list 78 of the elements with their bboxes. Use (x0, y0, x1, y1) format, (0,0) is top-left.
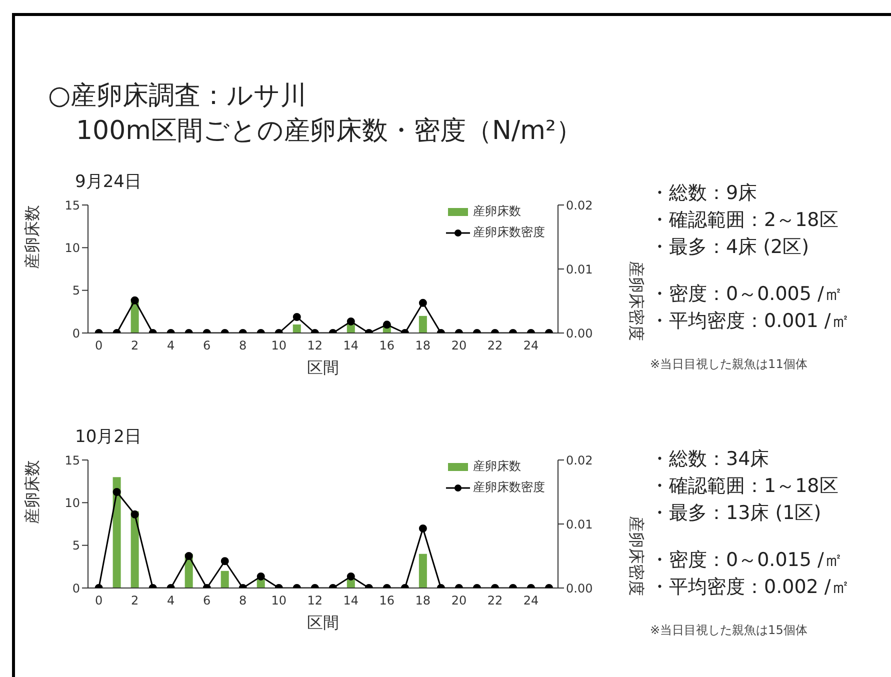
y2-tick-label: 0.00 (566, 581, 593, 596)
x-tick-label: 20 (451, 594, 467, 608)
point (256, 572, 265, 580)
legend-label: 産卵床数 (473, 203, 521, 220)
y-axis-title: 産卵床数 (22, 205, 42, 269)
y-tick-label: 5 (72, 284, 80, 298)
text: ・確認範囲：1～18区 (650, 474, 840, 499)
text: ・平均密度：0.002 /㎡ (650, 575, 850, 600)
x-tick-label: 22 (487, 594, 503, 608)
point (346, 572, 355, 580)
text: ※当日目視した親魚は15個体 (650, 622, 808, 639)
x-tick-label: 10 (271, 338, 287, 353)
x-tick-label: 22 (487, 338, 503, 353)
y2-axis-title: 産卵床密度 (626, 516, 646, 596)
y2-tick-label: 0.01 (566, 517, 593, 532)
x-tick-label: 8 (239, 338, 247, 353)
y-tick-label: 0 (72, 581, 80, 596)
x-tick-label: 12 (307, 594, 323, 608)
x-tick-label: 6 (203, 594, 211, 608)
bar (292, 324, 301, 333)
x-tick-label: 4 (167, 594, 175, 608)
text: 100m区間ごとの産卵床数・密度（N/m²） (76, 115, 582, 148)
point (184, 552, 193, 560)
x-tick-label: 16 (379, 594, 395, 608)
x-tick-label: 0 (94, 594, 103, 608)
x-tick-label: 16 (379, 338, 395, 353)
text: ※当日目視した親魚は11個体 (650, 356, 808, 373)
text: ・平均密度：0.001 /㎡ (650, 309, 850, 334)
x-tick-label: 24 (523, 338, 539, 353)
x-tick-label: 14 (343, 594, 359, 608)
y2-tick-label: 0.02 (566, 198, 593, 212)
y2-tick-label: 0.00 (566, 326, 593, 340)
x-tick-label: 8 (239, 594, 247, 608)
legend-label: 産卵床数密度 (473, 224, 545, 241)
text: ・最多：13床 (1区) (650, 501, 822, 526)
y2-axis-title: 産卵床密度 (626, 261, 646, 341)
point (418, 524, 427, 532)
x-tick-label: 18 (415, 594, 431, 608)
bar (418, 316, 427, 333)
bar (112, 477, 121, 588)
y-tick-label: 5 (72, 538, 80, 553)
x-axis-title: 区間 (307, 613, 339, 632)
y-tick-label: 15 (64, 198, 80, 212)
bar (220, 570, 229, 588)
y-tick-label: 10 (64, 240, 80, 255)
y-axis-title: 産卵床数 (22, 460, 42, 524)
y2-tick-label: 0.02 (566, 453, 593, 468)
x-tick-label: 0 (94, 338, 103, 353)
chart-title: 9月24日 (75, 171, 142, 193)
legend-label: 産卵床数密度 (473, 479, 545, 496)
x-tick-label: 20 (451, 338, 467, 353)
x-tick-label: 2 (131, 338, 139, 353)
x-tick-label: 24 (523, 594, 539, 608)
x-axis-title: 区間 (307, 358, 339, 377)
x-tick-label: 6 (203, 338, 211, 353)
text: ○産卵床調査：ルサ川 (48, 80, 308, 113)
y-tick-label: 10 (64, 496, 80, 510)
point (112, 488, 121, 496)
text: ・総数：34床 (650, 447, 770, 472)
y2-tick-label: 0.01 (566, 262, 593, 276)
x-tick-label: 10 (271, 594, 287, 608)
text: ・確認範囲：2～18区 (650, 208, 840, 233)
x-tick-label: 4 (167, 338, 175, 353)
y-tick-label: 0 (72, 326, 80, 340)
point (130, 510, 139, 518)
x-tick-label: 14 (343, 338, 359, 353)
bar (418, 554, 427, 588)
x-tick-label: 12 (307, 338, 323, 353)
text: ・密度：0～0.015 /㎡ (650, 548, 844, 573)
y-tick-label: 15 (64, 453, 80, 468)
text: ・最多：4床 (2区) (650, 235, 810, 260)
text: ・密度：0～0.005 /㎡ (650, 282, 844, 307)
x-tick-label: 18 (415, 338, 431, 353)
chart-title: 10月2日 (75, 426, 142, 448)
text: ・総数：9床 (650, 181, 758, 206)
point (220, 557, 229, 566)
legend-label: 産卵床数 (473, 458, 521, 475)
x-tick-label: 2 (131, 594, 139, 608)
